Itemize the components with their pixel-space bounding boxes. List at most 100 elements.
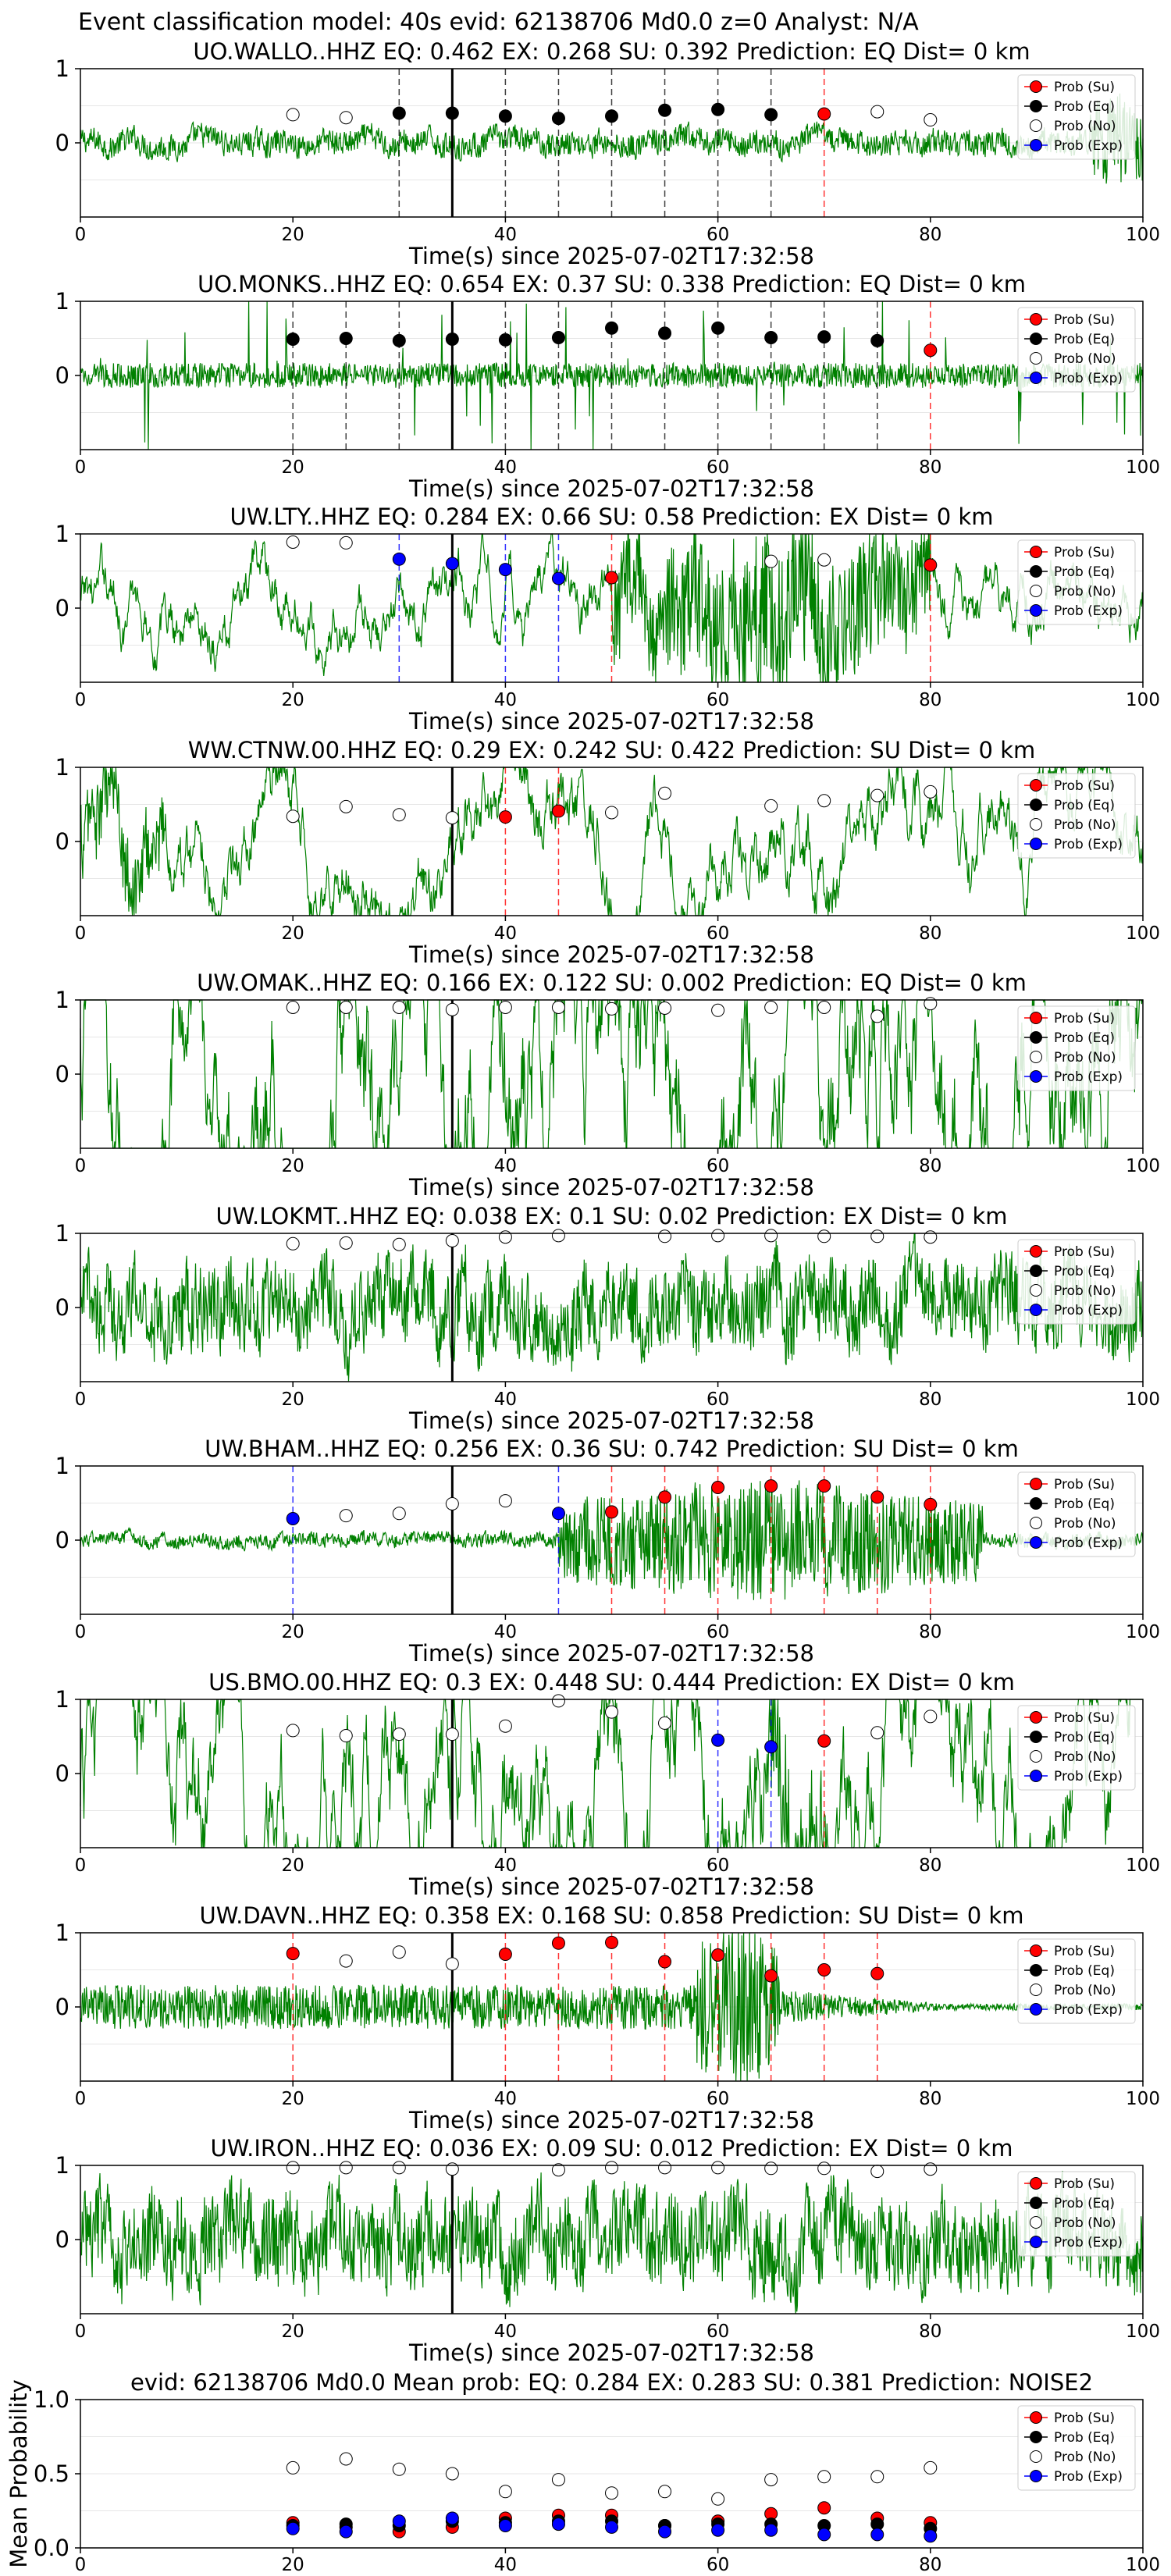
prob-point-no: [392, 1507, 406, 1521]
legend-box: [1017, 1471, 1136, 1557]
legend-marker-no: [1030, 2216, 1042, 2229]
prob-point-su: [870, 1966, 884, 1980]
legend-marker-su: [1030, 1711, 1042, 1724]
prob-point-no: [339, 1236, 353, 1250]
prob-point-no: [924, 997, 938, 1011]
prob-point-eq: [764, 108, 778, 122]
prob-point-exp: [392, 552, 406, 566]
prob-point-no: [924, 1230, 938, 1244]
legend-label: Prob (Exp): [1054, 1535, 1123, 1551]
mean-prob-point-exp: [870, 2528, 884, 2542]
x-tick-label: 60: [707, 1389, 729, 1410]
prob-point-no: [551, 1229, 565, 1243]
legend-marker-exp: [1030, 838, 1042, 850]
station-panel: UW.LTY..HHZ EQ: 0.284 EX: 0.66 SU: 0.58 …: [55, 503, 1160, 735]
prob-point-eq: [392, 106, 406, 120]
legend-marker-no: [1030, 119, 1042, 132]
x-tick-label: 60: [707, 1622, 729, 1642]
prob-point-no: [445, 1234, 459, 1247]
x-tick-label: 100: [1126, 1856, 1160, 1876]
prob-point-no: [392, 1945, 406, 1959]
legend-label: Prob (Eq): [1054, 564, 1115, 580]
x-tick-label: 80: [919, 690, 941, 710]
prob-point-no: [339, 1954, 353, 1968]
legend-marker-exp: [1030, 1304, 1042, 1316]
prob-point-exp: [498, 563, 512, 577]
prob-point-su: [924, 343, 938, 358]
prob-point-no: [870, 788, 884, 802]
legend-label: Prob (Su): [1054, 1011, 1115, 1026]
legend-marker-exp: [1030, 2470, 1042, 2482]
legend-marker-su: [1030, 1245, 1042, 1258]
prob-point-no: [551, 1001, 565, 1014]
x-tick-label: 80: [919, 2555, 941, 2575]
x-axis-label: Time(s) since 2025-07-02T17:32:58: [408, 941, 814, 968]
prob-point-no: [924, 785, 938, 799]
x-axis-label: Time(s) since 2025-07-02T17:32:58: [408, 475, 814, 502]
y-tick-label: 0: [55, 130, 69, 156]
prob-point-no: [711, 2161, 725, 2175]
mean-prob-point-exp: [392, 2514, 406, 2528]
prob-point-no: [286, 809, 300, 824]
prob-point-su: [551, 804, 565, 818]
legend-marker-eq: [1030, 2197, 1042, 2209]
station-panel: UO.MONKS..HHZ EQ: 0.654 EX: 0.37 SU: 0.3…: [55, 271, 1160, 502]
legend-label: Prob (Eq): [1054, 332, 1115, 347]
prob-point-no: [870, 1229, 884, 1244]
legend-box: [1017, 1705, 1136, 1791]
prob-point-eq: [551, 331, 565, 345]
prob-point-exp: [711, 1733, 725, 1747]
legend-box: [1017, 74, 1136, 160]
prob-point-su: [498, 1948, 512, 1962]
legend-label: Prob (No): [1054, 351, 1116, 367]
x-tick-label: 20: [282, 2555, 304, 2575]
prob-point-su: [711, 1948, 725, 1962]
x-axis-label: Time(s) since 2025-07-02T17:32:58: [408, 2107, 814, 2133]
legend-label: Prob (No): [1054, 2215, 1116, 2231]
legend-marker-no: [1030, 585, 1042, 597]
prob-point-no: [498, 1230, 512, 1244]
y-tick-label: 1.0: [34, 2386, 69, 2413]
prob-point-no: [870, 2165, 884, 2179]
legend-label: Prob (Su): [1054, 1477, 1115, 1493]
prob-point-no: [764, 799, 778, 813]
legend-box: [1017, 1005, 1136, 1091]
legend-marker-no: [1030, 2450, 1042, 2463]
prob-point-exp: [764, 1740, 778, 1754]
y-tick-label: 0: [55, 1994, 69, 2020]
legend-label: Prob (Eq): [1054, 2430, 1115, 2446]
waveform-trace: [80, 2170, 1144, 2314]
prob-point-eq: [392, 333, 406, 347]
x-tick-label: 80: [919, 2322, 941, 2342]
x-tick-label: 40: [494, 1622, 517, 1642]
prob-point-no: [711, 1003, 725, 1017]
legend-label: Prob (Eq): [1054, 1496, 1115, 1512]
prob-point-no: [551, 2163, 565, 2177]
prob-point-no: [817, 1001, 831, 1014]
panel-title: evid: 62138706 Md0.0 Mean prob: EQ: 0.28…: [130, 2369, 1093, 2396]
y-tick-label: 1: [55, 987, 69, 1013]
legend-label: Prob (No): [1054, 1983, 1116, 1998]
panel-title: UO.MONKS..HHZ EQ: 0.654 EX: 0.37 SU: 0.3…: [198, 271, 1026, 297]
prob-point-eq: [339, 332, 353, 345]
legend-marker-su: [1030, 1944, 1042, 1957]
x-tick-label: 80: [919, 1856, 941, 1876]
legend-label: Prob (Su): [1054, 1710, 1115, 1726]
legend-marker-su: [1030, 80, 1042, 93]
y-tick-label: 1: [55, 1220, 69, 1247]
legend-label: Prob (Exp): [1054, 2002, 1123, 2018]
legend-marker-exp: [1030, 2236, 1042, 2248]
prob-point-no: [339, 799, 353, 813]
y-axis-label: Mean Probability: [5, 2379, 32, 2568]
prob-point-no: [870, 1726, 884, 1740]
x-tick-label: 80: [919, 457, 941, 478]
prob-point-su: [605, 571, 618, 585]
x-tick-label: 40: [494, 457, 517, 478]
prob-point-no: [445, 1957, 459, 1971]
prob-point-no: [870, 1009, 884, 1023]
legend-label: Prob (Exp): [1054, 2469, 1123, 2485]
prob-point-su: [605, 1935, 618, 1949]
x-tick-label: 0: [75, 690, 87, 710]
x-tick-label: 0: [75, 1622, 87, 1642]
